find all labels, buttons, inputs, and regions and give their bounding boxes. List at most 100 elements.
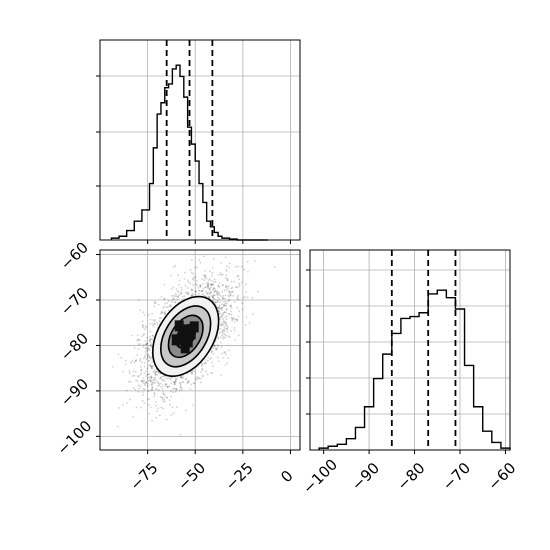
histogram-step xyxy=(110,64,268,241)
sample-point xyxy=(228,291,231,294)
sample-point xyxy=(218,307,221,310)
sample-point xyxy=(195,291,198,293)
y-tick-label: −60 xyxy=(57,238,92,273)
sample-point xyxy=(156,323,159,326)
sample-point xyxy=(231,319,234,322)
sample-point xyxy=(157,385,159,387)
sample-point xyxy=(256,290,259,293)
sample-point xyxy=(177,290,180,293)
sample-point xyxy=(251,313,254,316)
sample-point xyxy=(219,324,222,327)
sample-point xyxy=(224,277,227,279)
sample-point xyxy=(141,399,144,402)
sample-point xyxy=(222,312,225,314)
sample-point xyxy=(151,360,154,363)
sample-point xyxy=(217,300,219,303)
sample-point xyxy=(158,384,161,387)
sample-point xyxy=(151,313,154,315)
sample-point xyxy=(149,338,152,341)
sample-point xyxy=(189,269,192,271)
sample-point xyxy=(216,307,219,310)
sample-point xyxy=(145,352,148,355)
sample-point xyxy=(171,295,174,297)
sample-point xyxy=(137,384,140,387)
sample-point xyxy=(147,397,149,400)
sample-point xyxy=(236,296,239,298)
sample-point xyxy=(129,398,132,401)
sample-point xyxy=(152,364,155,367)
sample-point xyxy=(144,384,147,387)
sample-point xyxy=(217,284,220,287)
sample-point xyxy=(222,337,225,340)
sample-point xyxy=(231,290,234,293)
sample-point xyxy=(222,313,225,316)
sample-point xyxy=(223,326,226,329)
sample-point xyxy=(214,290,217,293)
sample-point xyxy=(194,293,197,296)
sample-point xyxy=(178,381,181,384)
sample-point xyxy=(207,291,209,294)
sample-point xyxy=(226,287,229,290)
sample-point xyxy=(149,318,152,321)
sample-point xyxy=(232,295,234,297)
sample-point xyxy=(140,406,142,409)
sample-point xyxy=(164,312,167,315)
sample-point xyxy=(149,330,152,333)
sample-point xyxy=(147,390,150,393)
sample-point xyxy=(191,369,194,372)
sample-point xyxy=(136,354,139,356)
sample-point xyxy=(206,292,209,295)
sample-point xyxy=(220,262,223,264)
sample-point xyxy=(148,349,151,352)
sample-point xyxy=(154,371,157,374)
sample-point xyxy=(145,326,148,329)
sample-point xyxy=(225,308,228,311)
sample-point xyxy=(233,321,236,323)
sample-point xyxy=(222,319,225,322)
sample-point xyxy=(223,336,226,339)
sample-point xyxy=(139,309,142,312)
sample-point xyxy=(217,337,220,340)
sample-point xyxy=(213,281,215,283)
sample-point xyxy=(211,295,214,298)
sample-point xyxy=(214,347,217,350)
sample-point xyxy=(179,382,182,385)
sample-point xyxy=(154,371,157,374)
sample-point xyxy=(148,339,151,342)
sample-point xyxy=(144,381,147,384)
sample-point xyxy=(218,307,220,309)
sample-point xyxy=(210,291,213,294)
sample-point xyxy=(214,298,216,301)
sample-point xyxy=(198,289,200,292)
sample-point xyxy=(154,376,157,379)
sample-point xyxy=(129,380,132,383)
sample-point xyxy=(150,383,153,386)
sample-point xyxy=(134,360,137,363)
sample-point xyxy=(223,324,225,326)
sample-point xyxy=(201,369,204,371)
sample-point xyxy=(147,364,150,367)
sample-point xyxy=(154,388,157,391)
sample-point xyxy=(227,290,230,293)
sample-point xyxy=(204,276,207,279)
sample-point xyxy=(174,383,177,386)
sample-point xyxy=(230,330,232,332)
sample-point xyxy=(173,301,176,304)
sample-point xyxy=(160,396,163,399)
sample-point xyxy=(139,374,142,376)
sample-point xyxy=(213,345,216,348)
y-tick-label: −90 xyxy=(57,375,92,410)
sample-point xyxy=(148,348,151,351)
sample-point xyxy=(187,293,190,296)
sample-point xyxy=(161,312,164,314)
sample-point xyxy=(149,379,152,382)
sample-point xyxy=(151,388,154,391)
sample-point xyxy=(237,334,240,337)
sample-point xyxy=(150,377,153,379)
sample-point xyxy=(174,301,177,304)
x-tick-label: −60 xyxy=(484,459,519,494)
sample-point xyxy=(153,302,156,305)
sample-point xyxy=(149,375,152,378)
sample-point xyxy=(149,364,152,367)
sample-point xyxy=(142,379,144,382)
